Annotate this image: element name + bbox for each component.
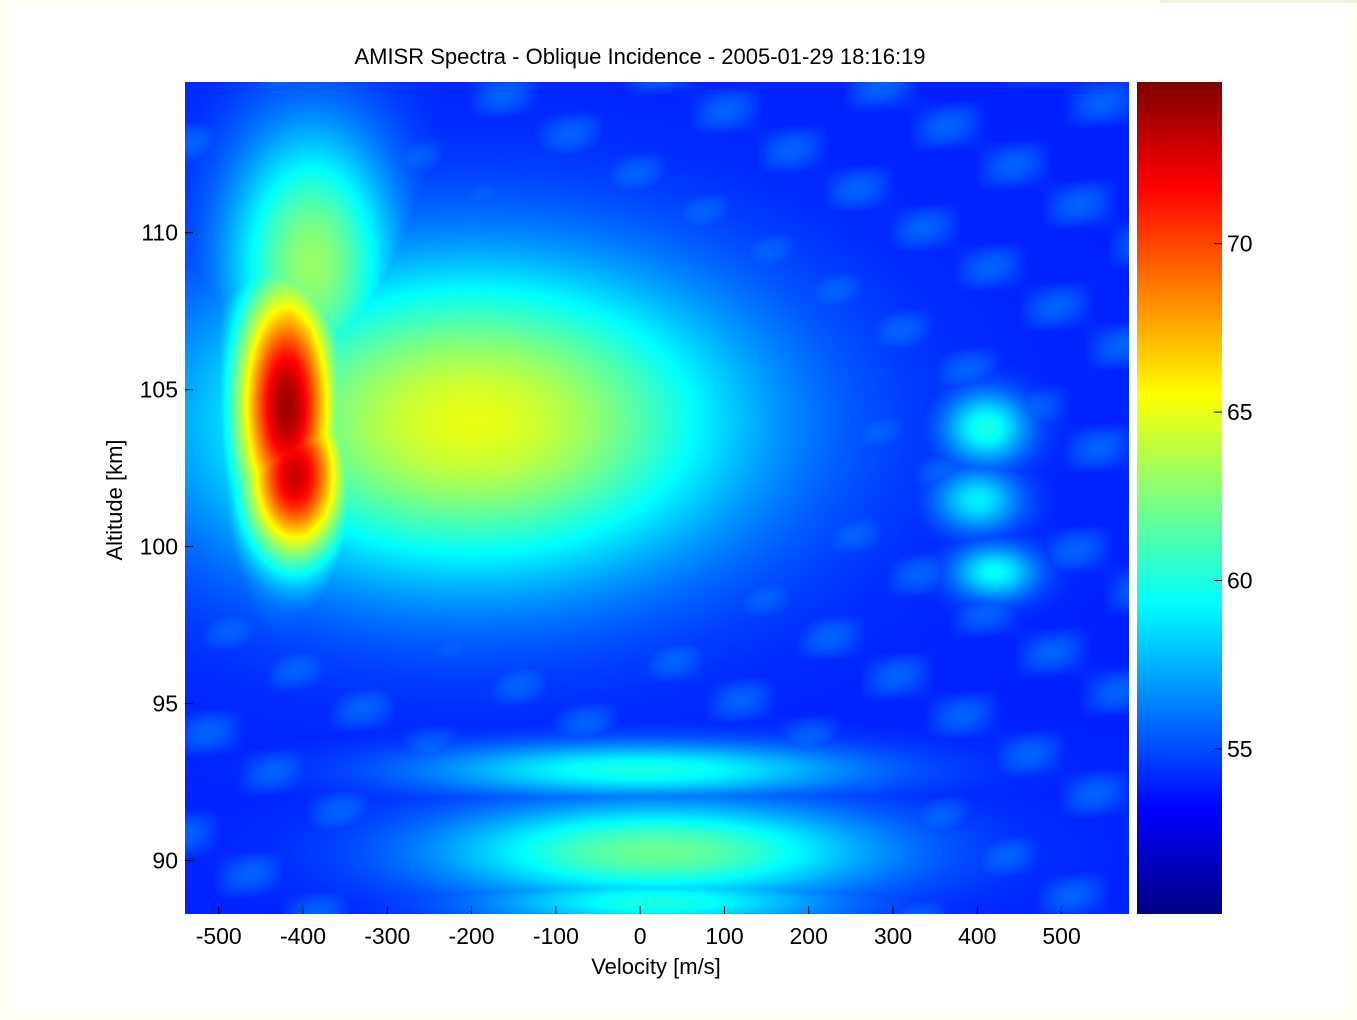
x-tick-label: 500 [1042, 923, 1080, 949]
x-tick-label: -300 [364, 923, 410, 949]
x-tick-label: -400 [280, 923, 326, 949]
y-tick-label: 95 [152, 691, 178, 717]
y-tick-label: 105 [140, 377, 178, 403]
heatmap-area [185, 82, 1129, 914]
colorbar-tick-label: 60 [1227, 568, 1253, 594]
x-tick-label: 400 [958, 923, 996, 949]
x-axis-label: Velocity [m/s] [591, 954, 721, 979]
x-tick-label: 200 [790, 923, 828, 949]
x-tick-label: -100 [533, 923, 579, 949]
x-tick-label: 300 [874, 923, 912, 949]
colorbar [1137, 82, 1222, 914]
y-tick-label: 110 [141, 220, 178, 246]
colorbar-canvas [1137, 82, 1222, 914]
y-axis-label: Altitude [km] [102, 439, 127, 560]
chart-title: AMISR Spectra - Oblique Incidence - 2005… [354, 44, 925, 69]
y-axis-ticks: 90 95 100 105 110 [140, 220, 193, 874]
colorbar-ticks: 55 60 65 70 [1214, 231, 1253, 762]
y-tick-label: 90 [152, 848, 178, 874]
colorbar-tick-label: 65 [1227, 399, 1253, 425]
heatmap-canvas [185, 82, 1129, 914]
colorbar-tick-label: 70 [1227, 231, 1253, 257]
x-tick-label: -500 [196, 923, 242, 949]
x-axis-ticks: -500 -400 -300 -200 -100 0 100 200 300 400 500 [196, 906, 1081, 949]
colorbar-tick-label: 55 [1227, 736, 1253, 762]
x-tick-label: 0 [634, 923, 647, 949]
y-tick-label: 100 [140, 534, 178, 560]
x-tick-label: -200 [449, 923, 495, 949]
x-tick-label: 100 [705, 923, 743, 949]
page-edge-tab [1160, 0, 1357, 3]
